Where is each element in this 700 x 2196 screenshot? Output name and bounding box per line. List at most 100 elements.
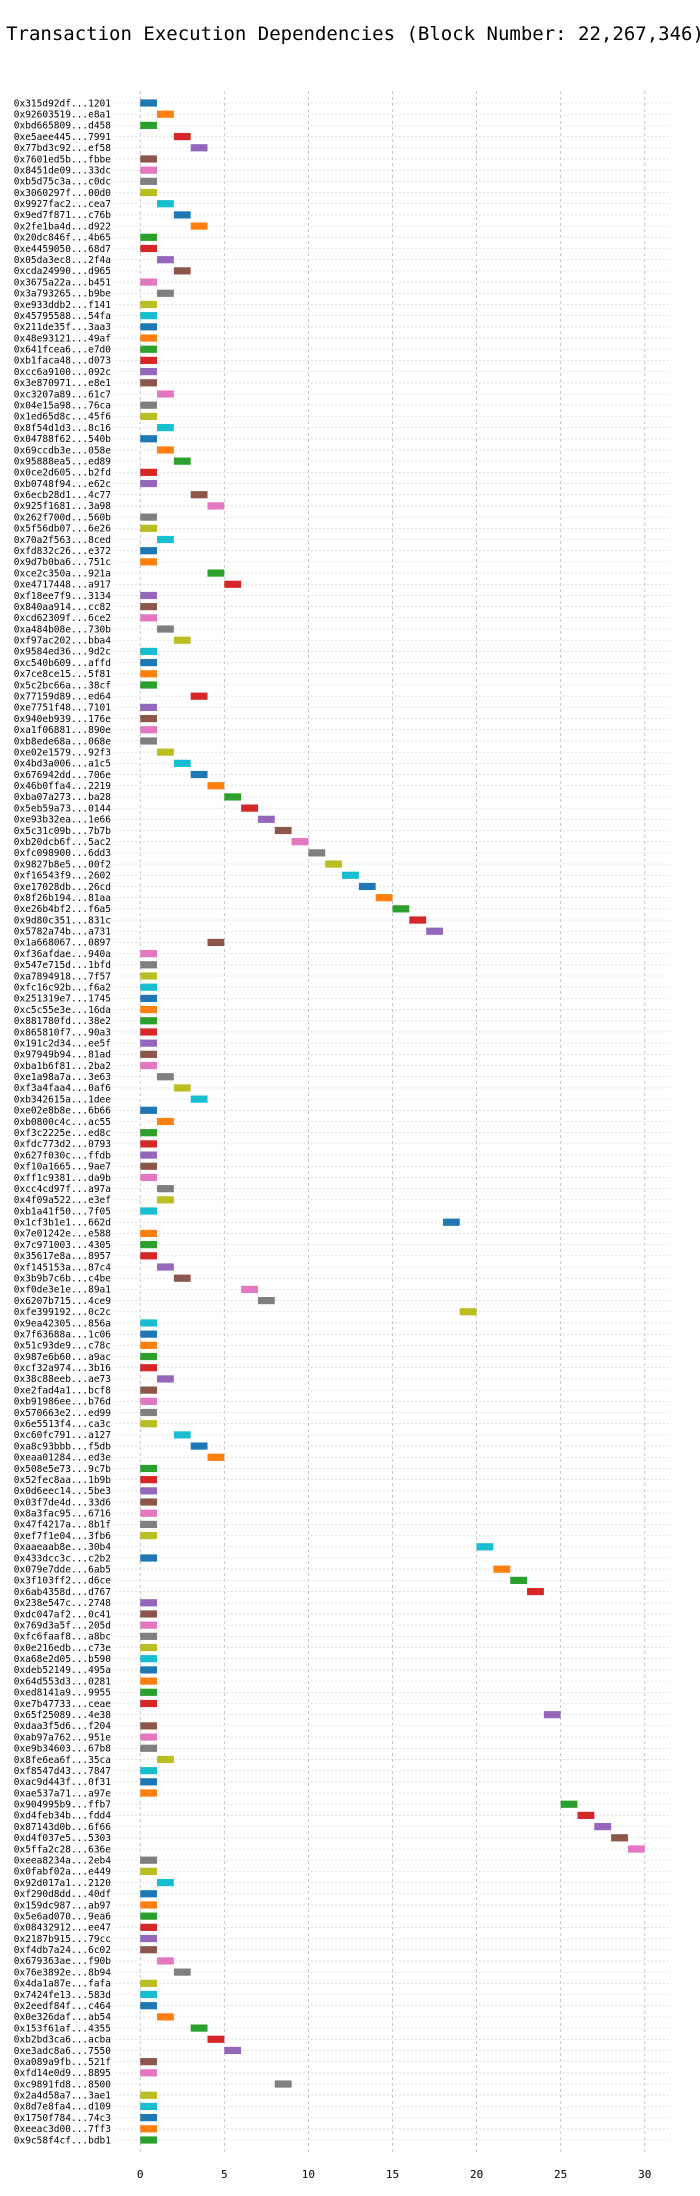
transaction-bar [140,1252,158,1260]
transaction-label: 0xfc098900...6dd3 [14,848,111,859]
transaction-label: 0x7f63688a...1c06 [14,1329,112,1340]
transaction-bar [140,950,158,958]
transaction-bar [140,1129,158,1137]
transaction-bar [140,2125,158,2133]
transaction-label: 0xf4db7a24...6c02 [14,1945,111,1956]
transaction-bar [140,1901,158,1909]
transaction-label: 0x6207b715...4ce9 [14,1296,112,1307]
transaction-label: 0x840aa914...cc82 [14,602,111,613]
transaction-label: 0x0e216edb...c73e [14,1643,112,1654]
transaction-bar [543,1711,561,1719]
y-tick-labels: 0x315d92df...12010x92603519...e8a10xbd66… [14,98,112,2146]
transaction-bar [140,479,158,488]
transaction-bar [140,1319,158,1327]
transaction-label: 0x8a3fac95...6716 [14,1509,112,1520]
transaction-bar [140,356,158,365]
transaction-label: 0x5e6ad070...9ea6 [14,1911,112,1922]
transaction-label: 0x508e5e73...9c7b [14,1464,112,1475]
transaction-bar [140,1867,158,1875]
transaction-bar [140,1946,158,1954]
transaction-label: 0xe9b34603...67b8 [14,1744,112,1755]
transaction-label: 0xe02e1579...92f3 [14,747,111,758]
transaction-label: 0xb91986ee...b76d [14,1397,111,1408]
transaction-bar [140,1699,158,1708]
transaction-label: 0xb2bd3ca6...acba [14,2035,111,2046]
transaction-label: 0x904995b9...ffb7 [14,1800,111,1811]
transaction-label: 0x769d3a5f...205d [14,1620,111,1631]
transaction-bar [157,390,174,398]
transaction-label: 0x97949b94...81ad [14,1050,111,1061]
transaction-bar [325,860,343,868]
transaction-bar [140,278,158,286]
transaction-bar [157,535,174,544]
transaction-label: 0xdaa3f5d6...f204 [14,1721,112,1732]
transaction-bar [274,2080,292,2088]
transaction-bar [358,882,376,891]
transaction-bar [157,1073,174,1081]
transaction-bar [190,692,208,700]
transaction-label: 0x6e5513f4...ca3c [14,1419,111,1430]
transaction-label: 0x6ecb28d1...4c77 [14,490,111,501]
transaction-bar [157,200,174,208]
transaction-bar [140,972,158,980]
transaction-bar [375,894,393,902]
transaction-label: 0x940eb939...176e [14,714,112,725]
transaction-label: 0xfc6faaf8...a8bc [14,1632,111,1643]
transaction-label: 0xe4717448...a917 [14,580,111,591]
transaction-bar [476,1543,494,1551]
transaction-label: 0x52fec8aa...1b9b [14,1475,112,1486]
transaction-bar [140,1464,158,1473]
transaction-label: 0xa484b08e...730b [14,624,112,635]
transaction-bar [140,1520,158,1529]
transaction-label: 0x676942dd...706e [14,770,112,781]
transaction-bar [140,1140,158,1148]
transaction-bar [140,155,158,163]
transaction-label: 0xbd665809...d458 [14,121,112,132]
transaction-label: 0xf18ee7f9...3134 [14,591,112,602]
transaction-bar [140,312,158,320]
transaction-label: 0x95888ea5...ed89 [14,456,112,467]
transaction-bar [157,1185,174,1193]
transaction-label: 0xb342615a...1dee [14,1094,112,1105]
transaction-label: 0x64d553d3...0281 [14,1676,112,1687]
transaction-label: 0x881780fd...38e2 [14,1016,111,1027]
transaction-label: 0xe02e8b8e...6b66 [14,1106,112,1117]
transaction-label: 0xb0800c4c...ac55 [14,1117,111,1128]
transaction-label: 0x4da1a87e...fafa [14,1979,111,1990]
transaction-label: 0x251319e7...1745 [14,994,111,1005]
transaction-label: 0x2a4d58a7...3ae1 [14,2091,112,2102]
transaction-bar [140,166,158,174]
transaction-label: 0xd4feb34b...fdd4 [14,1811,112,1822]
transaction-bar [140,233,158,241]
transaction-bar [140,1923,158,1931]
transaction-label: 0xed8141a9...9955 [14,1688,111,1699]
transaction-bar [140,647,158,656]
transaction-label: 0x0e326daf...ab54 [14,2012,112,2023]
transaction-label: 0x2187b915...79cc [14,1934,111,1945]
transaction-label: 0x9827b8e5...00f2 [14,859,111,870]
bars [140,99,645,2144]
transaction-label: 0x8f26b194...81aa [14,893,111,904]
transaction-bar [140,435,158,443]
transaction-bar [493,1565,511,1573]
transaction-bar [140,681,158,689]
transaction-bar [140,1173,158,1182]
transaction-bar [510,1576,528,1584]
transaction-label: 0x433dcc3c...c2b2 [14,1553,111,1564]
transaction-label: 0x8fe6ea6f...35ca [14,1755,111,1766]
transaction-label: 0xc3207a89...61c7 [14,389,111,400]
transaction-label: 0x87143d0b...6f66 [14,1822,112,1833]
transaction-bar [140,1554,158,1562]
transaction-bar [140,1688,158,1696]
transaction-label: 0x1750f784...74c3 [14,2113,111,2124]
transaction-label: 0x2fe1ba4d...d922 [14,221,111,232]
transaction-label: 0x6ab4358d...d767 [14,1587,111,1598]
transaction-bar [140,1778,158,1786]
transaction-bar [140,1241,158,1249]
transaction-label: 0x3e870971...e8e1 [14,378,112,389]
transaction-label: 0xba07a273...ba28 [14,792,112,803]
gridlines [139,91,646,2152]
transaction-bar [140,1934,158,1943]
transaction-label: 0xe2fad4a1...bcf8 [14,1385,112,1396]
transaction-label: 0x3f103ff2...d6ce [14,1576,112,1587]
